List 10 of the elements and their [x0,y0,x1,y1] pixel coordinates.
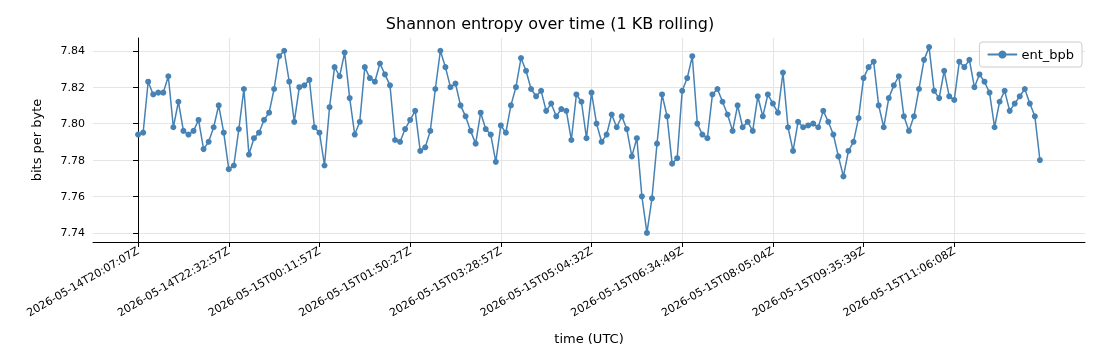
legend-label: ent_bpb [1021,47,1074,62]
y-tick-label: 7.84 [60,44,85,58]
x-axis-title: time (UTC) [554,331,624,346]
chart-title: Shannon entropy over time (1 KB rolling) [385,13,715,33]
y-tick-label: 7.74 [60,226,85,240]
y-tick-label: 7.82 [60,80,85,94]
y-tick-label: 7.80 [60,117,85,131]
y-tick-label: 7.78 [60,153,85,167]
y-axis-title: bits per byte [29,98,44,182]
y-tick-label: 7.76 [60,189,85,203]
